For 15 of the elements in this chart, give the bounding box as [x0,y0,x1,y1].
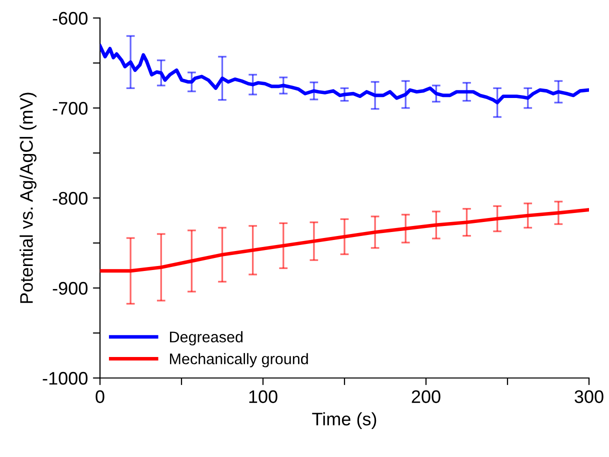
y-tick-label: -1000 [42,372,88,385]
line-series [100,44,589,104]
y-tick-label: -900 [52,282,88,295]
y-tick-label: -700 [52,102,88,115]
x-tick-label: 200 [412,390,440,404]
legend-label: Degreased [170,331,243,346]
x-tick-label: 0 [96,390,104,404]
y-axis-title: Potential vs. Ag/AgCl (mV) [20,92,36,303]
x-tick-label: 300 [574,390,604,404]
x-tick-label: 100 [249,390,278,404]
y-tick-label: -800 [52,192,88,205]
line-series [100,208,589,273]
y-tick-label: -600 [52,12,88,25]
legend-label: Mechanically ground [170,353,308,368]
x-axis-title: Time (s) [312,412,376,430]
